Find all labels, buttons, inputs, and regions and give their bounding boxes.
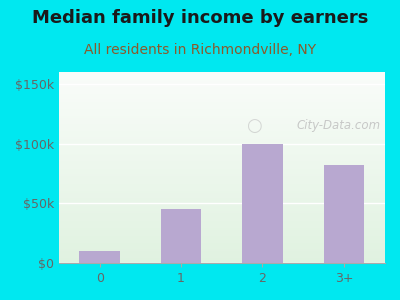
Bar — [324, 165, 364, 263]
Text: Median family income by earners: Median family income by earners — [32, 9, 368, 27]
Bar — [161, 209, 202, 263]
Bar — [79, 251, 120, 263]
Text: City-Data.com: City-Data.com — [297, 119, 381, 132]
Text: All residents in Richmondville, NY: All residents in Richmondville, NY — [84, 44, 316, 58]
Bar — [242, 144, 283, 263]
Text: ○: ○ — [246, 116, 262, 134]
